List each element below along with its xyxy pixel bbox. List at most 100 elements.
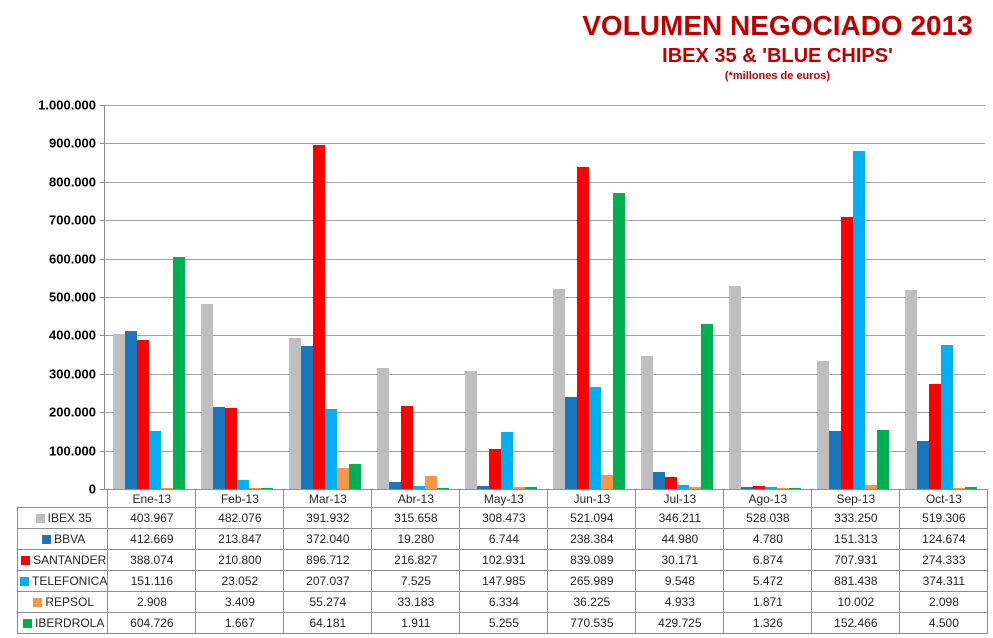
bar-ibex-35 xyxy=(641,356,653,489)
bar-telefonica xyxy=(677,485,689,489)
month-header-cell: Jul-13 xyxy=(635,489,725,508)
bar-repsol xyxy=(601,475,613,489)
value-cell: 238.384 xyxy=(547,528,637,550)
bar-santander xyxy=(313,145,325,489)
series-label-cell: IBERDROLA xyxy=(16,612,109,634)
y-axis-tick xyxy=(100,412,105,414)
value-cell: 2.908 xyxy=(107,591,197,613)
bar-iberdrola xyxy=(877,430,889,489)
gridline xyxy=(105,220,985,222)
y-axis-label: 700.000 xyxy=(49,212,96,228)
bar-repsol xyxy=(953,488,965,489)
value-cell: 207.037 xyxy=(283,570,373,592)
value-cell: 429.725 xyxy=(635,612,725,634)
value-cell: 1.871 xyxy=(723,591,813,613)
value-cell: 770.535 xyxy=(547,612,637,634)
value-cell: 403.967 xyxy=(107,507,197,529)
value-cell: 881.438 xyxy=(811,570,901,592)
value-cell: 23.052 xyxy=(195,570,285,592)
bar-repsol xyxy=(865,485,877,489)
legend-swatch-icon xyxy=(21,556,31,565)
value-cell: 521.094 xyxy=(547,507,637,529)
bar-iberdrola xyxy=(173,257,185,489)
value-cell: 482.076 xyxy=(195,507,285,529)
bar-santander xyxy=(401,406,413,489)
bar-ibex-35 xyxy=(113,334,125,489)
y-axis-label: 0 xyxy=(88,481,96,497)
bar-ibex-35 xyxy=(817,361,829,489)
bar-iberdrola xyxy=(261,488,273,489)
value-cell: 388.074 xyxy=(107,549,197,571)
y-axis-tick xyxy=(100,335,105,337)
bar-iberdrola xyxy=(701,324,713,489)
bar-group-Jul-13 xyxy=(633,324,721,489)
table-row-ibex-35: IBEX 35 403.967 482.076 391.932 315.658 308.4… xyxy=(16,507,989,529)
month-header-cell: Ene-13 xyxy=(107,489,197,508)
value-cell: 707.931 xyxy=(811,549,901,571)
bar-bbva xyxy=(389,482,401,489)
series-label-cell: REPSOL xyxy=(16,591,109,613)
series-label-cell: SANTANDER xyxy=(16,549,109,571)
bar-group-Ene-13 xyxy=(105,257,193,489)
bar-iberdrola xyxy=(525,487,537,489)
value-cell: 151.116 xyxy=(107,570,197,592)
bar-ibex-35 xyxy=(905,290,917,489)
month-header-cell: Mar-13 xyxy=(283,489,373,508)
gridline xyxy=(105,143,985,145)
table-corner-cell xyxy=(18,490,108,508)
y-axis-tick xyxy=(100,105,105,106)
value-cell: 315.658 xyxy=(371,507,461,529)
value-cell: 1.326 xyxy=(723,612,813,634)
y-axis-tick xyxy=(100,373,105,375)
legend-swatch-icon xyxy=(42,535,52,544)
value-cell: 4.780 xyxy=(723,528,813,550)
bar-santander xyxy=(225,408,237,489)
y-axis-label: 1.000.000 xyxy=(38,97,96,113)
bar-bbva xyxy=(565,397,577,489)
bar-bbva xyxy=(917,441,929,489)
series-label-cell: TELEFONICA xyxy=(16,570,109,592)
bar-telefonica xyxy=(501,432,513,489)
bar-santander xyxy=(753,486,765,489)
y-axis-label: 800.000 xyxy=(49,174,96,190)
month-header-cell: Jun-13 xyxy=(547,489,637,508)
bar-bbva xyxy=(829,431,841,489)
y-axis-label: 400.000 xyxy=(49,327,96,343)
value-cell: 6.744 xyxy=(459,528,549,550)
value-cell: 3.409 xyxy=(195,591,285,613)
month-header-cell: Oct-13 xyxy=(899,489,989,508)
y-axis-tick xyxy=(100,220,105,222)
bar-iberdrola xyxy=(789,488,801,489)
value-cell: 6.334 xyxy=(459,591,549,613)
data-table: Ene-13 Feb-13 Mar-13 Abr-13 May-13 Jun-13 Jul-… xyxy=(16,489,989,634)
gridline xyxy=(105,297,985,298)
bar-ibex-35 xyxy=(553,289,565,489)
bar-ibex-35 xyxy=(729,286,741,489)
gridline xyxy=(105,258,985,260)
value-cell: 896.712 xyxy=(283,549,373,571)
bar-bbva xyxy=(477,486,489,489)
value-cell: 274.333 xyxy=(899,549,989,571)
gridline xyxy=(105,373,985,375)
value-cell: 2.098 xyxy=(899,591,989,613)
gridline xyxy=(105,450,985,452)
bar-santander xyxy=(489,449,501,489)
gridline xyxy=(105,335,985,337)
bar-bbva xyxy=(213,407,225,489)
y-axis-label: 200.000 xyxy=(49,404,96,420)
y-axis-label: 300.000 xyxy=(49,366,96,382)
chart-title: VOLUMEN NEGOCIADO 2013 xyxy=(582,10,973,41)
value-cell: 10.002 xyxy=(811,591,901,613)
bar-iberdrola xyxy=(965,487,977,489)
value-cell: 519.306 xyxy=(899,507,989,529)
bar-telefonica xyxy=(941,345,953,489)
value-cell: 374.311 xyxy=(899,570,989,592)
value-cell: 216.827 xyxy=(371,549,461,571)
bar-ibex-35 xyxy=(289,338,301,489)
bar-group-Sep-13 xyxy=(809,151,897,489)
month-header-cell: Feb-13 xyxy=(195,489,285,508)
bar-group-May-13 xyxy=(457,371,545,489)
y-axis-tick xyxy=(100,143,105,145)
bar-repsol xyxy=(425,476,437,489)
value-cell: 102.931 xyxy=(459,549,549,571)
